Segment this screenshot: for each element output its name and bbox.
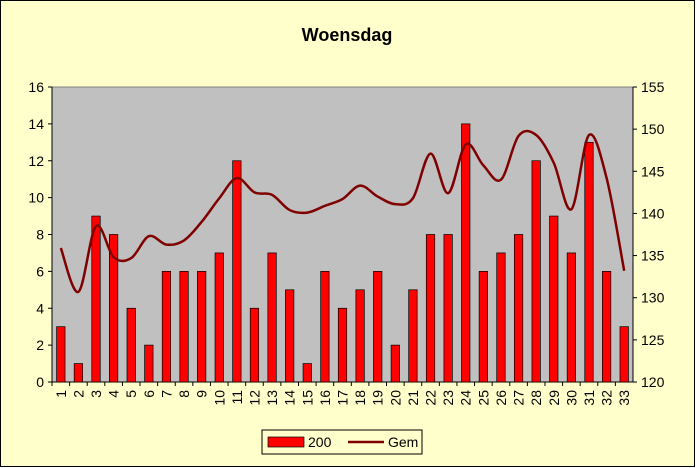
bar xyxy=(337,307,348,383)
line xyxy=(59,129,626,294)
x-tick-label: 30 xyxy=(563,390,579,406)
bar xyxy=(320,271,330,383)
y2-tick-label: 145 xyxy=(641,163,665,179)
bar xyxy=(267,252,277,383)
x-tick-label: 3 xyxy=(88,390,104,398)
bar xyxy=(144,344,154,383)
bar xyxy=(619,326,629,383)
bar xyxy=(549,215,559,383)
bar xyxy=(214,252,224,383)
x-tick-label: 31 xyxy=(581,390,597,406)
y-tick-label: 4 xyxy=(36,300,44,316)
bar xyxy=(513,234,524,383)
y-tick-label: 14 xyxy=(28,116,44,132)
x-tick-label: 24 xyxy=(458,390,474,406)
bar xyxy=(302,363,312,383)
y-tick-label: 12 xyxy=(28,153,44,169)
y2-tick-label: 155 xyxy=(641,79,665,95)
y-tick-label: 2 xyxy=(36,337,44,353)
y2-tick-label: 140 xyxy=(641,205,665,221)
y2-tick-label: 120 xyxy=(641,374,665,390)
x-tick-label: 15 xyxy=(299,390,315,406)
legend-label: 200 xyxy=(308,434,332,450)
x-tick-label: 33 xyxy=(616,390,632,406)
bar xyxy=(496,252,506,383)
y-tick-label: 10 xyxy=(28,190,44,206)
bar xyxy=(408,289,418,383)
x-tick-label: 14 xyxy=(282,390,298,406)
bar xyxy=(602,271,612,383)
x-tick-label: 5 xyxy=(123,390,139,398)
bar xyxy=(285,289,295,383)
x-tick-label: 21 xyxy=(405,390,421,406)
x-tick-label: 4 xyxy=(106,390,122,398)
y-tick-label: 0 xyxy=(36,374,44,390)
chart-title: Woensdag xyxy=(302,25,393,45)
x-tick-label: 20 xyxy=(387,390,403,406)
x-tick-label: 32 xyxy=(599,390,615,406)
x-tick-label: 23 xyxy=(440,390,456,406)
y-tick-label: 6 xyxy=(36,263,44,279)
x-tick-label: 12 xyxy=(246,390,262,406)
x-tick-label: 1 xyxy=(53,390,69,398)
x-tick-label: 17 xyxy=(335,390,351,406)
bar xyxy=(478,271,488,383)
bar xyxy=(425,234,436,383)
x-tick-label: 18 xyxy=(352,390,368,406)
x-tick-label: 27 xyxy=(511,390,527,406)
x-tick-label: 6 xyxy=(141,390,157,398)
x-tick-label: 2 xyxy=(70,390,86,398)
legend-label: Gem xyxy=(388,434,418,450)
bar xyxy=(249,307,260,383)
x-tick-label: 7 xyxy=(158,390,174,398)
bar xyxy=(584,141,594,383)
y2-tick-label: 150 xyxy=(641,121,665,137)
bar xyxy=(373,271,383,383)
bar xyxy=(161,271,172,383)
x-tick-label: 26 xyxy=(493,390,509,406)
y2-tick-label: 135 xyxy=(641,248,665,264)
bar xyxy=(566,252,576,383)
bar xyxy=(91,215,101,383)
x-tick-label: 25 xyxy=(475,390,491,406)
x-tick-label: 13 xyxy=(264,390,280,406)
x-tick-label: 28 xyxy=(528,390,544,406)
x-tick-label: 11 xyxy=(229,390,245,405)
bar xyxy=(109,234,119,383)
bar xyxy=(126,307,136,383)
legend-swatch xyxy=(267,436,305,448)
x-tick-label: 16 xyxy=(317,390,333,406)
bar xyxy=(461,123,471,383)
bar xyxy=(232,160,242,383)
x-tick-label: 19 xyxy=(370,390,386,406)
x-tick-label: 29 xyxy=(546,390,562,406)
bar xyxy=(56,326,66,383)
bar xyxy=(443,234,453,383)
y-tick-label: 16 xyxy=(28,79,44,95)
x-tick-label: 8 xyxy=(176,390,192,398)
x-tick-label: 22 xyxy=(423,390,439,406)
bar xyxy=(531,160,541,383)
bar xyxy=(390,344,400,383)
bar xyxy=(355,289,365,383)
bar xyxy=(197,271,207,383)
x-tick-label: 10 xyxy=(211,390,227,406)
y2-tick-label: 125 xyxy=(641,332,665,348)
x-tick-label: 9 xyxy=(194,390,210,398)
y-tick-label: 8 xyxy=(36,227,44,243)
y2-tick-label: 130 xyxy=(641,290,665,306)
bar xyxy=(179,271,189,383)
bar xyxy=(73,363,83,383)
